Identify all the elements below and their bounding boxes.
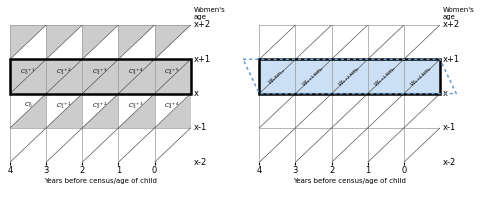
- Polygon shape: [154, 59, 190, 94]
- Polygon shape: [82, 94, 118, 128]
- Text: x+2: x+2: [443, 20, 460, 30]
- Bar: [260, 59, 440, 94]
- Text: $C_3^{x+4}$: $C_3^{x+4}$: [128, 66, 144, 77]
- Polygon shape: [404, 59, 440, 94]
- Text: Women's
age: Women's age: [443, 7, 474, 20]
- Polygon shape: [260, 59, 296, 94]
- X-axis label: Years before census/age of child: Years before census/age of child: [293, 178, 406, 184]
- Polygon shape: [118, 59, 154, 94]
- Text: $W_x{\times}m_x$: $W_x{\times}m_x$: [266, 66, 288, 87]
- Text: $C_3^{x+3}$: $C_3^{x+3}$: [128, 100, 144, 111]
- Text: $W_{x+2}{\times}m_x$: $W_{x+2}{\times}m_x$: [336, 64, 363, 89]
- Polygon shape: [10, 94, 46, 128]
- Polygon shape: [46, 59, 82, 94]
- Text: $C_1^{x+2}$: $C_1^{x+2}$: [56, 66, 72, 77]
- X-axis label: Years before census/age of child: Years before census/age of child: [44, 178, 157, 184]
- Text: $C_0^{x+1}$: $C_0^{x+1}$: [20, 66, 36, 77]
- Text: x-1: x-1: [194, 123, 207, 132]
- Polygon shape: [118, 25, 154, 59]
- Polygon shape: [46, 25, 82, 59]
- Text: x-2: x-2: [443, 158, 456, 167]
- Text: $C_4^{x+5}$: $C_4^{x+5}$: [164, 66, 180, 77]
- Polygon shape: [154, 94, 190, 128]
- Polygon shape: [10, 59, 46, 94]
- Text: x: x: [194, 89, 198, 98]
- Text: $C_0^{x}$: $C_0^{x}$: [24, 101, 32, 110]
- Polygon shape: [154, 25, 190, 59]
- Polygon shape: [332, 59, 368, 94]
- Text: x: x: [443, 89, 448, 98]
- Polygon shape: [82, 25, 118, 59]
- Text: x-1: x-1: [443, 123, 456, 132]
- Text: Women's
age: Women's age: [194, 7, 226, 20]
- Text: x-2: x-2: [194, 158, 207, 167]
- Polygon shape: [118, 94, 154, 128]
- Polygon shape: [368, 59, 404, 94]
- Text: $C_2^{x+3}$: $C_2^{x+3}$: [92, 66, 108, 77]
- Text: $C_2^{x+2}$: $C_2^{x+2}$: [92, 100, 108, 111]
- Polygon shape: [82, 59, 118, 94]
- Bar: [10, 59, 190, 94]
- Text: $W_{x+3}{\times}m_x$: $W_{x+3}{\times}m_x$: [372, 64, 399, 89]
- Polygon shape: [10, 25, 46, 59]
- Text: $W_{x+4}{\times}m_x$: $W_{x+4}{\times}m_x$: [408, 64, 436, 89]
- Text: x+2: x+2: [194, 20, 210, 30]
- Polygon shape: [296, 59, 332, 94]
- Text: $C_1^{x+1}$: $C_1^{x+1}$: [56, 100, 72, 111]
- Text: $W_{x+1}{\times}m_x$: $W_{x+1}{\times}m_x$: [300, 64, 327, 89]
- Text: x+1: x+1: [443, 55, 460, 64]
- Text: x+1: x+1: [194, 55, 210, 64]
- Polygon shape: [46, 94, 82, 128]
- Text: $C_4^{x+4}$: $C_4^{x+4}$: [164, 100, 181, 111]
